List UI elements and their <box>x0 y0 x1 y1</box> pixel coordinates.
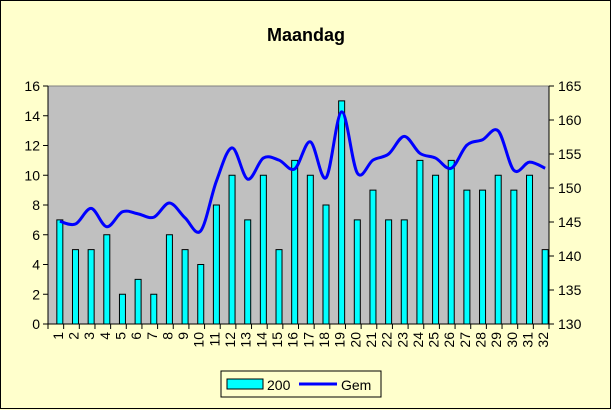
y-tick-label: 12 <box>24 138 40 154</box>
x-tick-label: 25 <box>426 332 442 348</box>
x-tick-label: 6 <box>128 332 144 340</box>
x-tick-label: 30 <box>504 332 520 348</box>
bar <box>323 205 329 324</box>
bar <box>386 220 392 324</box>
y-tick-label: 2 <box>32 286 40 302</box>
bar <box>448 160 454 324</box>
x-tick-label: 22 <box>379 332 395 348</box>
y2-tick-label: 165 <box>558 78 582 94</box>
x-tick-label: 26 <box>441 332 457 348</box>
x-tick-label: 21 <box>363 332 379 348</box>
y2-tick-label: 160 <box>558 112 582 128</box>
legend-swatch-bar <box>227 379 263 389</box>
bar <box>527 175 533 324</box>
bar <box>260 175 266 324</box>
bar <box>104 235 110 324</box>
x-tick-label: 19 <box>332 332 348 348</box>
bar <box>542 250 548 324</box>
legend: 200 Gem <box>221 371 381 397</box>
x-tick-label: 28 <box>473 332 489 348</box>
bar <box>370 190 376 324</box>
bar <box>495 175 501 324</box>
bar <box>480 190 486 324</box>
x-tick-label: 20 <box>347 332 363 348</box>
x-tick-label: 29 <box>488 332 504 348</box>
bar <box>276 250 282 324</box>
bar <box>229 175 235 324</box>
x-tick-label: 10 <box>191 332 207 348</box>
bar <box>166 235 172 324</box>
y-tick-label: 14 <box>24 108 40 124</box>
x-tick-label: 7 <box>144 332 160 340</box>
x-tick-label: 3 <box>81 332 97 340</box>
x-tick-label: 15 <box>269 332 285 348</box>
bar <box>401 220 407 324</box>
legend-label-200: 200 <box>267 377 291 393</box>
x-tick-label: 9 <box>175 332 191 340</box>
bar <box>339 101 345 324</box>
x-tick-label: 5 <box>112 332 128 340</box>
bar <box>135 279 141 324</box>
y-tick-label: 6 <box>32 227 40 243</box>
bar <box>213 205 219 324</box>
y2-tick-label: 150 <box>558 180 582 196</box>
plot-area <box>48 86 549 324</box>
y2-tick-label: 145 <box>558 214 582 230</box>
bar <box>417 160 423 324</box>
x-tick-label: 23 <box>394 332 410 348</box>
x-tick-label: 18 <box>316 332 332 348</box>
bar <box>433 175 439 324</box>
x-tick-label: 16 <box>285 332 301 348</box>
x-tick-label: 27 <box>457 332 473 348</box>
bar <box>119 294 125 324</box>
bar <box>57 220 63 324</box>
bar <box>292 160 298 324</box>
x-tick-label: 12 <box>222 332 238 348</box>
y-tick-label: 4 <box>32 257 40 273</box>
y-tick-label: 8 <box>32 197 40 213</box>
y-tick-label: 10 <box>24 167 40 183</box>
bar <box>72 250 78 324</box>
x-tick-label: 4 <box>97 332 113 340</box>
x-tick-label: 1 <box>50 332 66 340</box>
y2-tick-label: 155 <box>558 146 582 162</box>
bar <box>182 250 188 324</box>
bar <box>464 190 470 324</box>
x-tick-label: 24 <box>410 332 426 348</box>
y2-tick-label: 135 <box>558 282 582 298</box>
x-tick-label: 11 <box>206 332 222 347</box>
x-tick-label: 31 <box>520 332 536 348</box>
y2-tick-label: 130 <box>558 316 582 332</box>
bar <box>198 265 204 325</box>
legend-label-gem: Gem <box>341 377 371 393</box>
chart-title: Maandag <box>267 25 345 45</box>
x-tick-label: 13 <box>238 332 254 348</box>
bar <box>511 190 517 324</box>
x-tick-label: 32 <box>535 332 551 348</box>
y-tick-label: 0 <box>32 316 40 332</box>
x-tick-label: 8 <box>159 332 175 340</box>
x-tick-label: 2 <box>65 332 81 340</box>
bar <box>151 294 157 324</box>
bar <box>245 220 251 324</box>
bar <box>307 175 313 324</box>
y-tick-label: 16 <box>24 78 40 94</box>
bar <box>88 250 94 324</box>
bar <box>354 220 360 324</box>
x-tick-label: 14 <box>253 332 269 348</box>
y2-tick-label: 140 <box>558 248 582 264</box>
x-tick-label: 17 <box>300 332 316 348</box>
